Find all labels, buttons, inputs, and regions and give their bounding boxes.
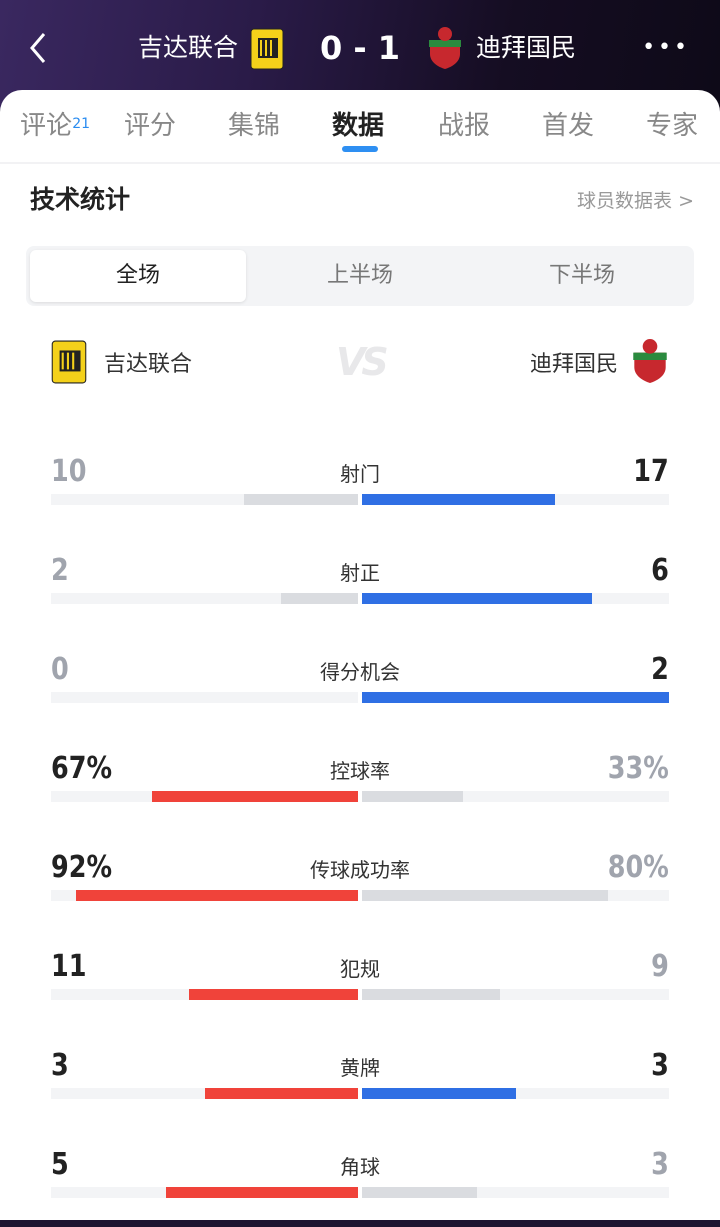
away-value: 2 [651,652,669,687]
away-bar-track [362,890,669,901]
away-bar-track [362,1088,669,1099]
home-bar-track [51,1088,358,1099]
away-bar-fill [362,1187,478,1198]
stat-label: 得分机会 [320,660,400,684]
home-team-name: 吉达联合 [138,33,239,62]
stat-row: 5 角球 3 [0,1147,720,1227]
stat-label: 射门 [340,462,380,486]
stat-label: 黄牌 [340,1056,380,1080]
home-bar-fill [152,791,358,802]
home-value: 11 [51,949,87,984]
away-bar-track [362,593,669,604]
away-bar-track [362,989,669,1000]
home-bar-track [51,494,358,505]
home-bar-track [51,692,358,703]
tab-expert[interactable]: 专家 [646,111,699,141]
more-icon[interactable]: ••• [642,35,690,60]
away-value: 6 [651,553,669,588]
stat-row: 92% 传球成功率 80% [0,850,720,930]
stat-row: 67% 控球率 33% [0,751,720,831]
stat-row: 2 射正 6 [0,553,720,633]
tab-highlights[interactable]: 集锦 [228,111,281,141]
back-icon[interactable] [26,30,50,66]
tab-comments[interactable]: 评论 21 [20,108,90,144]
match-score: 0 - 1 [319,29,401,67]
stat-row: 0 得分机会 2 [0,652,720,732]
active-tab-indicator [342,146,378,152]
home-team-logo [250,28,284,70]
away-bar-fill [362,692,669,703]
away-team-name: 迪拜国民 [476,33,577,62]
home-value: 5 [51,1147,69,1182]
away-team-name: 迪拜国民 [529,352,618,377]
home-bar-fill [244,494,358,505]
divider [0,162,720,164]
tab-label: 评论 [20,111,73,141]
away-bar-fill [362,791,464,802]
stat-label: 角球 [340,1155,380,1179]
home-bar-track [51,1187,358,1198]
away-value: 33% [607,751,669,786]
away-value: 17 [633,454,669,489]
away-bar-fill [362,1088,516,1099]
home-team-logo [51,340,87,384]
away-bar-track [362,494,669,505]
period-selector: 全场 上半场 下半场 [26,246,694,306]
home-bar-track [51,989,358,1000]
away-value: 80% [607,850,669,885]
stat-label: 犯规 [340,957,380,981]
tab-stats[interactable]: 数据 [332,111,385,141]
tab-lineup[interactable]: 首发 [542,111,595,141]
away-bar-track [362,791,669,802]
tab-ratings[interactable]: 评分 [124,111,177,141]
home-bar-fill [189,989,358,1000]
player-stats-link[interactable]: 球员数据表 > [577,190,694,212]
segment-second-half[interactable]: 下半场 [548,263,615,288]
away-bar-fill [362,890,608,901]
away-team-logo [633,339,667,383]
home-bar-track [51,890,358,901]
away-bar-track [362,692,669,703]
home-team-name: 吉达联合 [104,352,193,377]
vs-mark: VS [336,340,389,384]
segment-first-half[interactable]: 上半场 [326,263,393,288]
tab-report[interactable]: 战报 [438,111,491,141]
away-bar-track [362,1187,669,1198]
stat-row: 3 黄牌 3 [0,1048,720,1128]
home-bar-track [51,593,358,604]
home-value: 3 [51,1048,69,1083]
away-value: 3 [651,1048,669,1083]
away-team-logo [429,27,461,69]
stat-label: 射正 [340,561,380,585]
comment-count-badge: 21 [72,116,91,132]
away-bar-fill [362,593,593,604]
home-value: 2 [51,553,69,588]
home-bar-fill [75,890,358,901]
home-value: 0 [51,652,69,687]
away-value: 3 [651,1147,669,1182]
home-bar-fill [166,1187,358,1198]
home-bar-fill [204,1088,358,1099]
away-bar-fill [362,494,556,505]
home-bar-track [51,791,358,802]
stat-label: 控球率 [330,759,390,783]
home-value: 67% [51,751,113,786]
away-value: 9 [651,949,669,984]
home-bar-fill [281,593,358,604]
home-value: 92% [51,850,113,885]
stat-row: 11 犯规 9 [0,949,720,1029]
home-value: 10 [51,454,87,489]
section-title: 技术统计 [30,185,131,214]
away-bar-fill [362,989,501,1000]
segment-full-match[interactable]: 全场 [30,250,246,302]
stat-label: 传球成功率 [310,858,410,882]
tab-bar: 评论 21 评分 集锦 数据 战报 首发 专家 [0,108,720,160]
stat-row: 10 射门 17 [0,454,720,534]
